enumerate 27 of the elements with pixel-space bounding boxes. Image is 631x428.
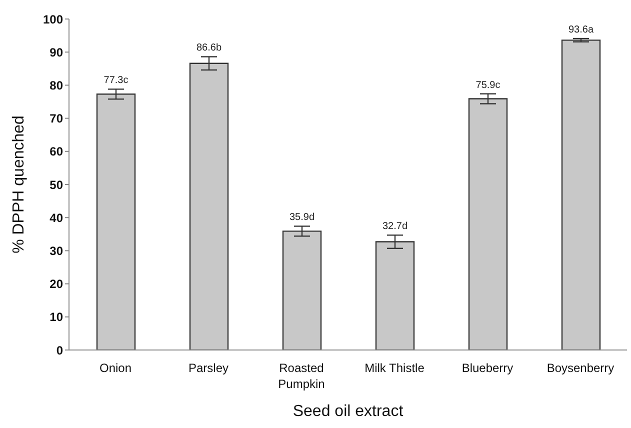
bar: [561, 40, 601, 350]
x-tick-label: Blueberry: [462, 361, 514, 375]
y-tick-label: 70: [50, 112, 64, 126]
data-label: 86.6b: [196, 42, 222, 54]
data-label: 32.7d: [382, 221, 408, 232]
y-tick-label: 100: [42, 12, 64, 26]
y-tick-label: 90: [50, 45, 64, 60]
y-tick-label: 80: [50, 78, 64, 92]
data-label: 77.3c: [104, 75, 128, 86]
y-tick-label: 60: [50, 144, 64, 159]
x-tick-label: Roasted Pumpkin: [278, 361, 325, 391]
y-tick-label: 50: [50, 178, 64, 192]
x-tick-label: Milk Thistle: [364, 361, 425, 375]
y-tick-label: 0: [56, 343, 64, 358]
y-tick-label: 40: [50, 210, 64, 225]
x-tick-label: Parsley: [188, 361, 229, 375]
x-axis-title: Seed oil extract: [292, 403, 404, 420]
y-axis-title: % DPPH quenched: [10, 116, 28, 254]
y-tick-label: 30: [50, 244, 64, 258]
bar: [468, 98, 508, 350]
data-label: 93.6a: [568, 24, 594, 36]
data-label: 75.9c: [476, 80, 500, 91]
y-tick-label: 10: [50, 310, 64, 324]
x-tick-label: Boysenberry: [546, 361, 614, 375]
y-tick-label: 20: [50, 277, 64, 292]
data-label: 35.9d: [289, 212, 315, 224]
x-tick-label: Onion: [99, 361, 132, 375]
